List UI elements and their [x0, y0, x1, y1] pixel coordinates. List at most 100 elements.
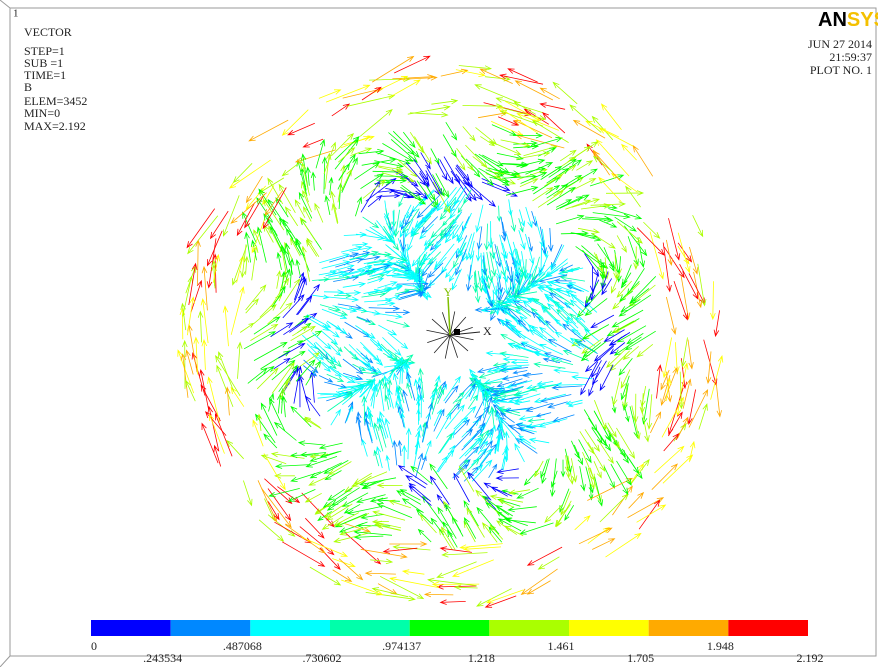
vector: [475, 127, 498, 145]
vector: [333, 512, 359, 527]
vector: [610, 172, 638, 193]
vector: [326, 320, 342, 331]
vector: [343, 231, 367, 238]
vector: [507, 342, 531, 352]
vector: [525, 162, 554, 175]
vector: [562, 350, 590, 362]
vector: [317, 510, 332, 521]
vector: [589, 174, 625, 187]
vector: [489, 176, 511, 184]
vector: [444, 385, 459, 404]
vector: [278, 364, 298, 393]
vector: [594, 476, 604, 507]
vector: [576, 160, 594, 171]
vector: [389, 541, 428, 547]
vector: [264, 190, 283, 217]
vector: [573, 444, 583, 466]
vector: [540, 394, 572, 403]
vector: [496, 378, 523, 388]
vector: [387, 332, 409, 350]
vector: [353, 529, 393, 536]
vector: [492, 403, 507, 417]
vector: [609, 342, 626, 355]
vector: [499, 234, 507, 259]
vector: [328, 308, 349, 316]
vector: [605, 532, 642, 558]
vector: [488, 526, 503, 543]
vector: [382, 547, 418, 554]
legend-label: 0: [91, 639, 97, 653]
vector: [272, 285, 286, 308]
vector: [519, 522, 554, 535]
vector: [660, 369, 670, 391]
vector: [377, 281, 398, 289]
frame-corner: [0, 0, 11, 9]
vector: [535, 412, 552, 418]
vector: [295, 259, 301, 277]
vector: [362, 216, 380, 229]
vector: [560, 491, 571, 516]
vector: [564, 301, 586, 323]
vector: [344, 401, 354, 424]
vector: [651, 463, 678, 490]
vector: [616, 221, 643, 244]
vector: [245, 284, 267, 311]
vector: [360, 255, 381, 261]
vector: [538, 242, 544, 275]
vector: [201, 265, 208, 311]
vector: [385, 295, 401, 301]
vector: [334, 513, 367, 528]
vector: [201, 339, 208, 370]
vector: [334, 135, 360, 161]
vector: [377, 252, 408, 262]
vector: [294, 314, 310, 328]
vector: [376, 482, 403, 489]
vector: [496, 468, 519, 474]
vector: [636, 504, 667, 523]
vector: [389, 576, 439, 588]
vector: [304, 492, 322, 503]
vector: [281, 270, 286, 289]
vector: [497, 518, 522, 532]
vector: [437, 506, 457, 539]
vector: [697, 263, 707, 307]
vector: [298, 191, 313, 219]
vector: [468, 377, 494, 393]
vector: [556, 500, 572, 528]
vector: [329, 344, 342, 357]
vector: [565, 399, 583, 406]
vector: [400, 186, 426, 205]
triad-spoke: [449, 334, 469, 352]
vector: [341, 579, 384, 596]
vector: [472, 271, 478, 294]
vector: [344, 475, 372, 493]
vector: [224, 386, 231, 416]
vector: [593, 150, 621, 181]
vector: [528, 329, 557, 348]
vector: [305, 456, 338, 468]
vector: [627, 236, 639, 267]
vector: [588, 417, 608, 447]
vector: [447, 397, 463, 416]
legend-label: 2.192: [797, 651, 824, 665]
vector: [650, 411, 662, 434]
vector: [668, 411, 683, 437]
vector: [382, 337, 402, 357]
vector: [585, 282, 599, 304]
vector: [325, 84, 371, 103]
vector: [528, 437, 550, 444]
vector: [490, 424, 496, 444]
vector: [601, 271, 609, 290]
vector: [453, 428, 473, 449]
vector: [518, 218, 524, 233]
vector: [663, 432, 680, 452]
logo: ANSYS: [818, 9, 878, 31]
vector: [342, 87, 384, 99]
vector: [338, 558, 364, 581]
vector: [453, 187, 466, 206]
vector: [548, 158, 577, 178]
vector: [361, 157, 397, 166]
vector: [673, 280, 689, 321]
vector: [483, 482, 508, 497]
vector: [257, 177, 285, 194]
